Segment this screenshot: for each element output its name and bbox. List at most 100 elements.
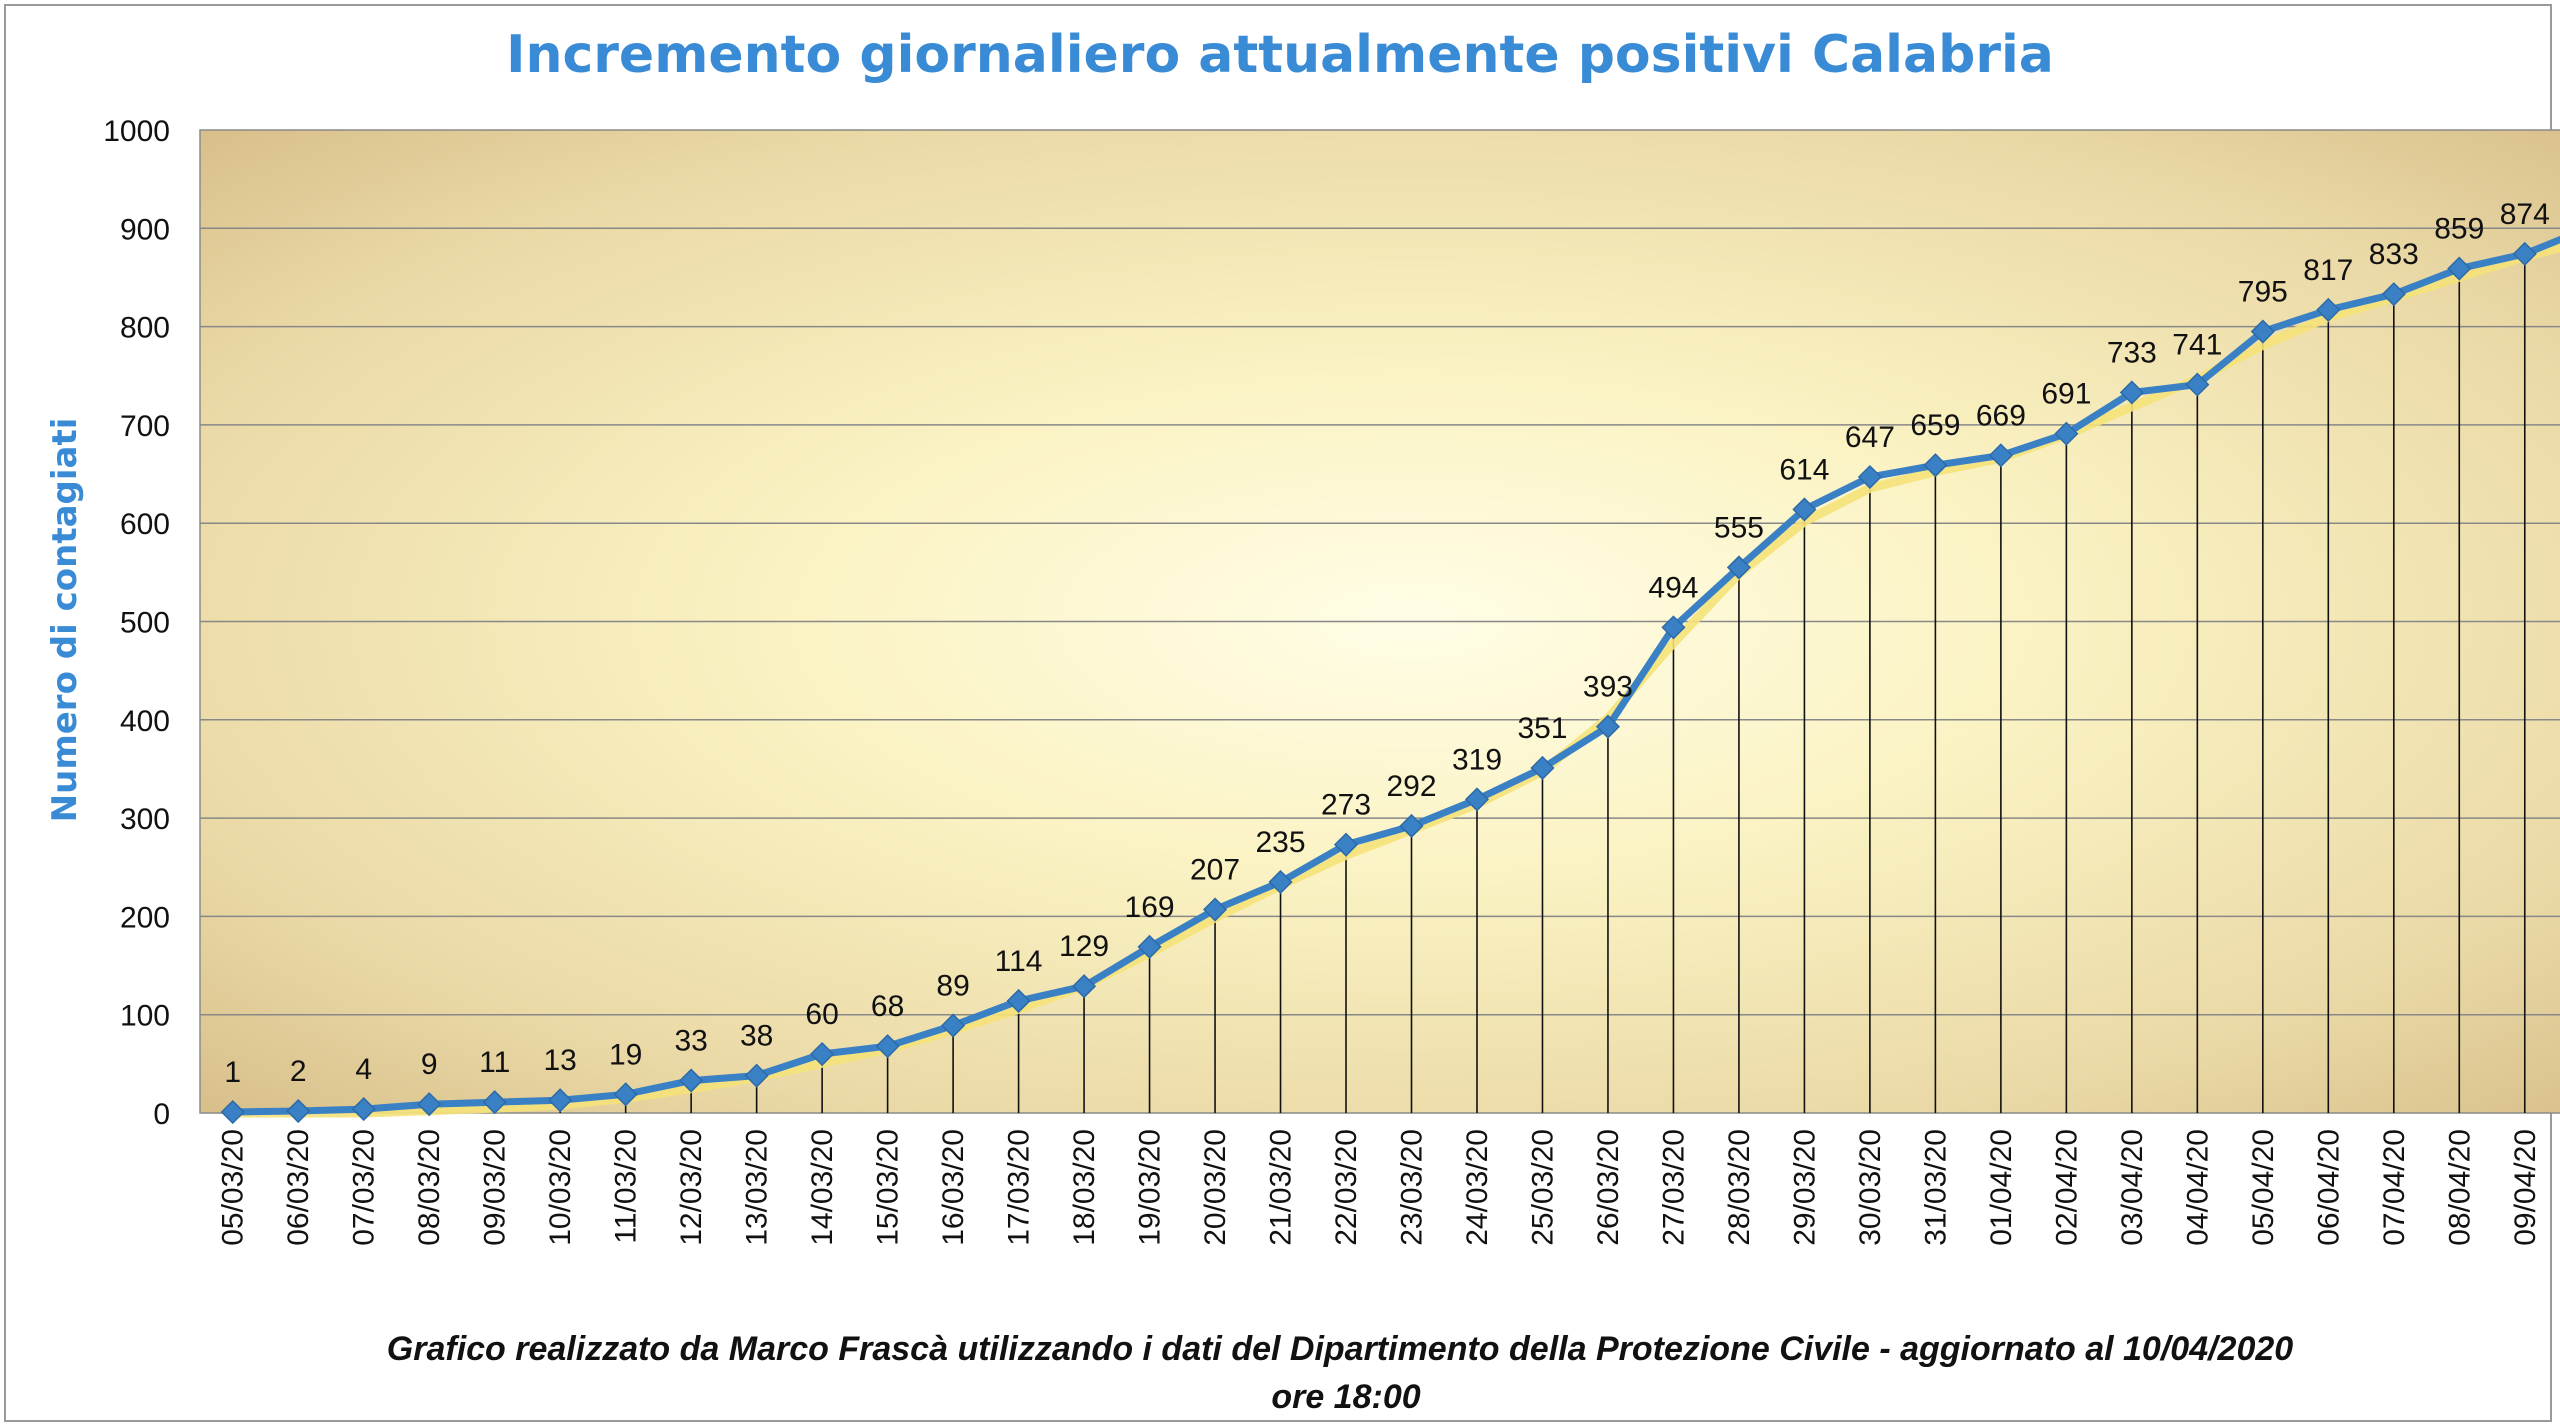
y-tick-labels: 0 100 200 300 400 500 600 700 800 900 1000 bbox=[103, 115, 170, 1131]
data-marker bbox=[1072, 974, 1097, 999]
x-tick-label: 09/03/20 bbox=[479, 1129, 512, 1246]
data-label: 795 bbox=[2238, 276, 2288, 309]
x-tick-label: 14/03/20 bbox=[806, 1129, 839, 1246]
x-tick-label: 30/03/20 bbox=[1854, 1129, 1887, 1246]
x-tick-label: 24/03/20 bbox=[1461, 1129, 1494, 1246]
data-marker bbox=[613, 1082, 638, 1107]
data-marker bbox=[1137, 934, 1162, 959]
x-tick-label: 17/03/20 bbox=[1003, 1129, 1036, 1246]
x-tick-label: 22/03/20 bbox=[1330, 1129, 1363, 1246]
data-label: 817 bbox=[2303, 254, 2353, 287]
x-tick-label: 11/03/20 bbox=[610, 1129, 643, 1244]
data-marker bbox=[744, 1063, 769, 1088]
data-label: 169 bbox=[1125, 891, 1175, 924]
data-marker bbox=[2119, 380, 2144, 405]
data-label: 207 bbox=[1190, 854, 1240, 887]
x-tick-label: 06/04/20 bbox=[2312, 1129, 2345, 1246]
data-label: 68 bbox=[871, 990, 904, 1023]
data-marker bbox=[2381, 282, 2406, 307]
data-label: 833 bbox=[2369, 238, 2419, 271]
data-label: 60 bbox=[805, 998, 838, 1031]
data-marker bbox=[2447, 256, 2472, 281]
x-tick-label: 06/03/20 bbox=[282, 1129, 315, 1246]
x-tick-label: 28/03/20 bbox=[1723, 1129, 1756, 1246]
data-marker bbox=[1595, 714, 1621, 739]
data-labels: 1 2 4 9 11 13 19 33 38 60 68 89 114 129 169 207 235 273 29… bbox=[224, 198, 2550, 1089]
x-tick-label: 29/03/20 bbox=[1788, 1129, 1821, 1246]
data-marker bbox=[1333, 832, 1359, 857]
data-marker bbox=[1464, 787, 1490, 812]
data-label: 129 bbox=[1059, 930, 1109, 963]
x-tick-labels: 05/03/20 06/03/20 07/03/20 08/03/20 09/03/20… bbox=[217, 1129, 2542, 1246]
data-label: 393 bbox=[1583, 671, 1633, 704]
y-tick-label: 400 bbox=[120, 705, 170, 738]
data-label: 741 bbox=[2172, 329, 2222, 362]
data-marker bbox=[875, 1034, 900, 1059]
footer-time: ore 18:00 bbox=[1271, 1378, 1420, 1416]
y-tick-label: 100 bbox=[120, 1000, 170, 1033]
x-tick-label: 08/03/20 bbox=[413, 1129, 446, 1246]
data-marker bbox=[1857, 464, 1882, 490]
data-marker bbox=[1202, 897, 1228, 922]
y-tick-label: 200 bbox=[120, 901, 170, 934]
data-marker bbox=[2512, 241, 2537, 266]
data-label: 614 bbox=[1779, 453, 1829, 486]
data-marker bbox=[1988, 443, 2013, 468]
x-tick-label: 09/04/20 bbox=[2509, 1129, 2542, 1246]
data-label: 691 bbox=[2041, 378, 2091, 411]
data-label: 292 bbox=[1386, 770, 1436, 803]
y-tick-label: 0 bbox=[153, 1098, 170, 1131]
x-tick-label: 02/04/20 bbox=[2050, 1129, 2083, 1246]
data-marker bbox=[417, 1092, 442, 1117]
data-label: 647 bbox=[1845, 421, 1895, 454]
data-marker bbox=[810, 1041, 835, 1067]
x-tick-label: 05/03/20 bbox=[217, 1129, 250, 1246]
x-tick-label: 07/04/20 bbox=[2378, 1129, 2411, 1246]
data-label: 4 bbox=[355, 1053, 372, 1086]
data-marker bbox=[1268, 869, 1293, 895]
data-marker bbox=[2250, 319, 2275, 344]
data-label: 9 bbox=[421, 1048, 438, 1081]
data-marker bbox=[1006, 988, 1031, 1014]
data-marker bbox=[2185, 372, 2210, 397]
data-marker bbox=[941, 1013, 966, 1038]
data-label: 273 bbox=[1321, 789, 1371, 822]
x-tick-label: 16/03/20 bbox=[937, 1129, 970, 1246]
x-tick-label: 15/03/20 bbox=[872, 1129, 905, 1246]
data-marker bbox=[482, 1090, 507, 1115]
data-marker bbox=[1923, 453, 1948, 478]
data-marker bbox=[2316, 297, 2341, 322]
data-label: 235 bbox=[1255, 826, 1305, 859]
x-tick-label: 27/03/20 bbox=[1657, 1129, 1690, 1246]
data-label: 13 bbox=[543, 1044, 576, 1077]
x-tick-label: 12/03/20 bbox=[675, 1129, 708, 1246]
x-tick-label: 05/04/20 bbox=[2247, 1129, 2280, 1246]
data-markers bbox=[220, 241, 2537, 1125]
x-tick-label: 07/03/20 bbox=[348, 1129, 381, 1246]
x-tick-label: 21/03/20 bbox=[1265, 1129, 1298, 1246]
data-marker bbox=[2054, 421, 2079, 446]
x-tick-label: 20/03/20 bbox=[1199, 1129, 1232, 1246]
data-label: 38 bbox=[740, 1020, 773, 1053]
x-tick-label: 10/03/20 bbox=[544, 1129, 577, 1246]
data-label: 114 bbox=[995, 945, 1043, 978]
footer-credit: Grafico realizzato da Marco Frascà utili… bbox=[387, 1330, 2293, 1368]
y-tick-label: 800 bbox=[120, 312, 170, 345]
data-label: 733 bbox=[2107, 336, 2157, 369]
data-marker bbox=[1726, 555, 1751, 580]
x-tick-label: 18/03/20 bbox=[1068, 1129, 1101, 1246]
x-tick-label: 23/03/20 bbox=[1396, 1129, 1429, 1246]
data-marker bbox=[220, 1099, 245, 1125]
y-tick-label: 1000 bbox=[103, 115, 170, 148]
data-marker bbox=[286, 1098, 311, 1124]
x-tick-label: 26/03/20 bbox=[1592, 1129, 1625, 1246]
data-label: 874 bbox=[2500, 198, 2550, 231]
x-tick-label: 13/03/20 bbox=[741, 1129, 774, 1246]
data-label: 2 bbox=[290, 1055, 307, 1088]
chart-title: Incremento giornaliero attualmente posit… bbox=[506, 25, 2054, 85]
x-tick-label: 04/04/20 bbox=[2181, 1129, 2214, 1246]
data-label: 1 bbox=[224, 1056, 241, 1089]
data-label: 11 bbox=[479, 1046, 510, 1079]
